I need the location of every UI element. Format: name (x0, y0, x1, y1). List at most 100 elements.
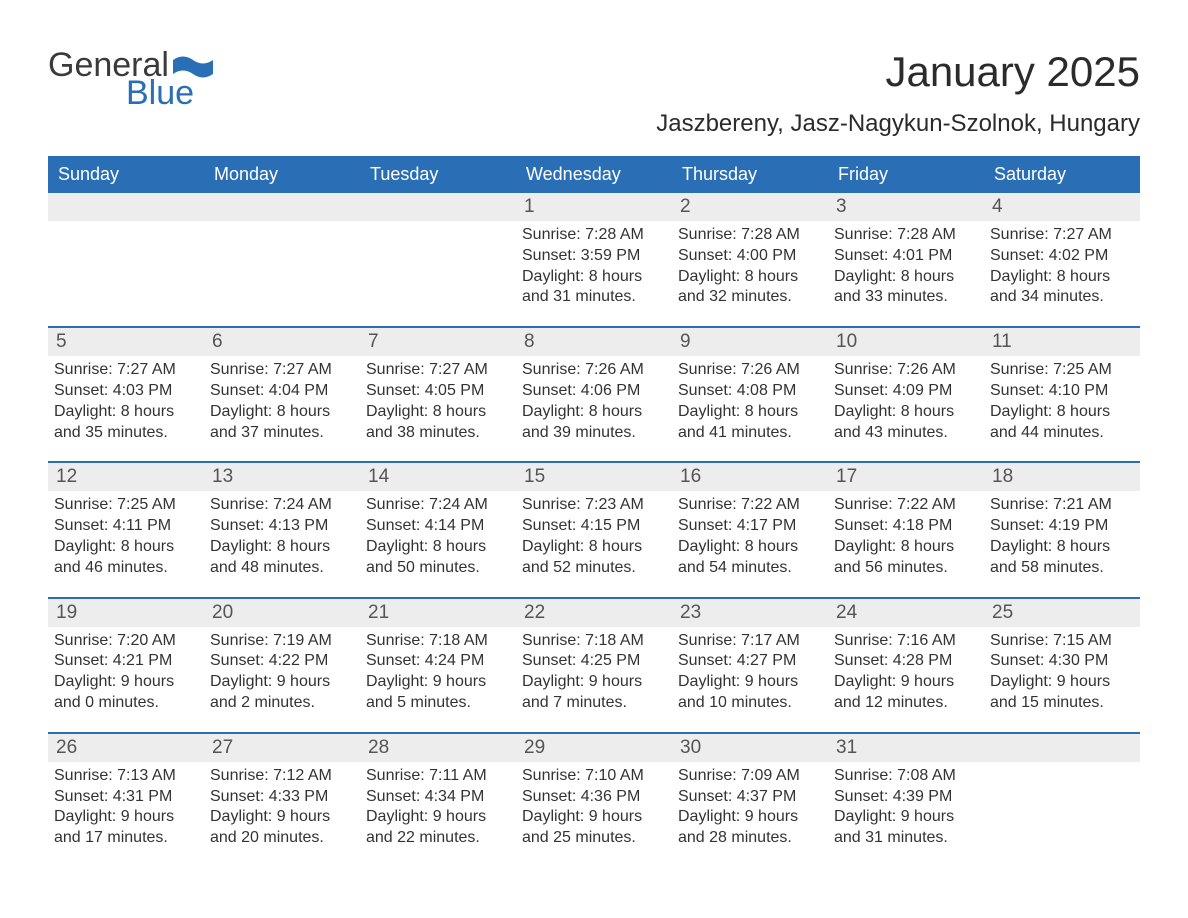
day-details: Sunrise: 7:15 AMSunset: 4:30 PMDaylight:… (984, 627, 1140, 720)
day-detail-line: Sunset: 4:39 PM (834, 787, 978, 808)
day-detail-line: Sunrise: 7:27 AM (54, 360, 198, 381)
day-detail-line: and 25 minutes. (522, 828, 666, 849)
day-detail-line: Daylight: 8 hours (834, 537, 978, 558)
day-detail-line: Sunset: 4:00 PM (678, 246, 822, 267)
day-details: Sunrise: 7:26 AMSunset: 4:06 PMDaylight:… (516, 356, 672, 449)
day-detail-line: Sunset: 4:08 PM (678, 381, 822, 402)
day-detail-line: Sunrise: 7:26 AM (834, 360, 978, 381)
calendar-day: 31Sunrise: 7:08 AMSunset: 4:39 PMDayligh… (828, 734, 984, 855)
day-number: 27 (204, 734, 360, 762)
day-detail-line: Sunset: 4:15 PM (522, 516, 666, 537)
day-detail-line: Sunset: 4:34 PM (366, 787, 510, 808)
dow-cell: Monday (204, 156, 360, 193)
day-number: 16 (672, 463, 828, 491)
day-detail-line: Sunset: 4:28 PM (834, 651, 978, 672)
day-number: 24 (828, 599, 984, 627)
day-detail-line: and 31 minutes. (834, 828, 978, 849)
day-detail-line: Sunset: 4:01 PM (834, 246, 978, 267)
day-number: 6 (204, 328, 360, 356)
day-detail-line: Daylight: 9 hours (366, 807, 510, 828)
day-detail-line: and 41 minutes. (678, 423, 822, 444)
day-detail-line: Daylight: 9 hours (678, 672, 822, 693)
day-details: Sunrise: 7:16 AMSunset: 4:28 PMDaylight:… (828, 627, 984, 720)
day-number: 28 (360, 734, 516, 762)
day-detail-line: and 33 minutes. (834, 287, 978, 308)
day-number: 18 (984, 463, 1140, 491)
calendar-day: 25Sunrise: 7:15 AMSunset: 4:30 PMDayligh… (984, 599, 1140, 720)
calendar-day: 29Sunrise: 7:10 AMSunset: 4:36 PMDayligh… (516, 734, 672, 855)
day-detail-line: Daylight: 8 hours (678, 267, 822, 288)
day-detail-line: and 44 minutes. (990, 423, 1134, 444)
day-detail-line: and 7 minutes. (522, 693, 666, 714)
calendar-day-empty (360, 193, 516, 314)
day-detail-line: Sunset: 4:05 PM (366, 381, 510, 402)
day-detail-line: and 46 minutes. (54, 558, 198, 579)
calendar-day: 19Sunrise: 7:20 AMSunset: 4:21 PMDayligh… (48, 599, 204, 720)
day-details: Sunrise: 7:27 AMSunset: 4:05 PMDaylight:… (360, 356, 516, 449)
day-detail-line: Sunrise: 7:22 AM (678, 495, 822, 516)
day-detail-line: and 32 minutes. (678, 287, 822, 308)
day-detail-line: Sunset: 4:14 PM (366, 516, 510, 537)
day-detail-line: Sunset: 4:36 PM (522, 787, 666, 808)
day-detail-line: and 5 minutes. (366, 693, 510, 714)
day-detail-line: Sunrise: 7:16 AM (834, 631, 978, 652)
day-detail-line: Daylight: 9 hours (522, 672, 666, 693)
day-detail-line: Daylight: 9 hours (366, 672, 510, 693)
day-details: Sunrise: 7:18 AMSunset: 4:24 PMDaylight:… (360, 627, 516, 720)
day-detail-line: Daylight: 8 hours (990, 267, 1134, 288)
day-detail-line: Daylight: 8 hours (834, 267, 978, 288)
day-details: Sunrise: 7:22 AMSunset: 4:18 PMDaylight:… (828, 491, 984, 584)
day-detail-line: Daylight: 9 hours (834, 672, 978, 693)
day-detail-line: Sunset: 3:59 PM (522, 246, 666, 267)
day-detail-line: Sunrise: 7:15 AM (990, 631, 1134, 652)
calendar-day: 1Sunrise: 7:28 AMSunset: 3:59 PMDaylight… (516, 193, 672, 314)
day-detail-line: Sunrise: 7:28 AM (678, 225, 822, 246)
day-detail-line: Sunset: 4:04 PM (210, 381, 354, 402)
calendar-day: 27Sunrise: 7:12 AMSunset: 4:33 PMDayligh… (204, 734, 360, 855)
day-number: 23 (672, 599, 828, 627)
calendar-day: 3Sunrise: 7:28 AMSunset: 4:01 PMDaylight… (828, 193, 984, 314)
day-detail-line: Sunrise: 7:12 AM (210, 766, 354, 787)
day-detail-line: and 37 minutes. (210, 423, 354, 444)
day-detail-line: and 15 minutes. (990, 693, 1134, 714)
day-detail-line: Sunset: 4:09 PM (834, 381, 978, 402)
day-number (204, 193, 360, 221)
day-detail-line: and 2 minutes. (210, 693, 354, 714)
calendar-week: 12Sunrise: 7:25 AMSunset: 4:11 PMDayligh… (48, 461, 1140, 584)
calendar: SundayMondayTuesdayWednesdayThursdayFrid… (48, 156, 1140, 855)
day-number: 26 (48, 734, 204, 762)
calendar-week: 19Sunrise: 7:20 AMSunset: 4:21 PMDayligh… (48, 597, 1140, 720)
day-detail-line: Sunset: 4:24 PM (366, 651, 510, 672)
calendar-day: 7Sunrise: 7:27 AMSunset: 4:05 PMDaylight… (360, 328, 516, 449)
dow-cell: Thursday (672, 156, 828, 193)
calendar-day: 28Sunrise: 7:11 AMSunset: 4:34 PMDayligh… (360, 734, 516, 855)
day-number: 9 (672, 328, 828, 356)
day-number: 4 (984, 193, 1140, 221)
day-details: Sunrise: 7:24 AMSunset: 4:13 PMDaylight:… (204, 491, 360, 584)
calendar-day: 6Sunrise: 7:27 AMSunset: 4:04 PMDaylight… (204, 328, 360, 449)
calendar-day-empty (48, 193, 204, 314)
day-detail-line: Sunset: 4:37 PM (678, 787, 822, 808)
day-number: 1 (516, 193, 672, 221)
day-details: Sunrise: 7:24 AMSunset: 4:14 PMDaylight:… (360, 491, 516, 584)
day-detail-line: Daylight: 8 hours (366, 537, 510, 558)
day-details: Sunrise: 7:27 AMSunset: 4:04 PMDaylight:… (204, 356, 360, 449)
day-details: Sunrise: 7:21 AMSunset: 4:19 PMDaylight:… (984, 491, 1140, 584)
calendar-day: 11Sunrise: 7:25 AMSunset: 4:10 PMDayligh… (984, 328, 1140, 449)
day-detail-line: Sunrise: 7:27 AM (366, 360, 510, 381)
calendar-day: 5Sunrise: 7:27 AMSunset: 4:03 PMDaylight… (48, 328, 204, 449)
day-detail-line: Daylight: 8 hours (366, 402, 510, 423)
day-number: 21 (360, 599, 516, 627)
day-detail-line: Sunset: 4:02 PM (990, 246, 1134, 267)
day-details: Sunrise: 7:25 AMSunset: 4:11 PMDaylight:… (48, 491, 204, 584)
day-detail-line: Daylight: 8 hours (210, 402, 354, 423)
calendar-week: 26Sunrise: 7:13 AMSunset: 4:31 PMDayligh… (48, 732, 1140, 855)
day-details: Sunrise: 7:28 AMSunset: 3:59 PMDaylight:… (516, 221, 672, 314)
day-detail-line: Daylight: 8 hours (210, 537, 354, 558)
day-number (48, 193, 204, 221)
day-detail-line: Sunset: 4:33 PM (210, 787, 354, 808)
day-of-week-header: SundayMondayTuesdayWednesdayThursdayFrid… (48, 156, 1140, 193)
day-detail-line: Daylight: 8 hours (522, 267, 666, 288)
day-detail-line: Daylight: 9 hours (678, 807, 822, 828)
calendar-day: 18Sunrise: 7:21 AMSunset: 4:19 PMDayligh… (984, 463, 1140, 584)
